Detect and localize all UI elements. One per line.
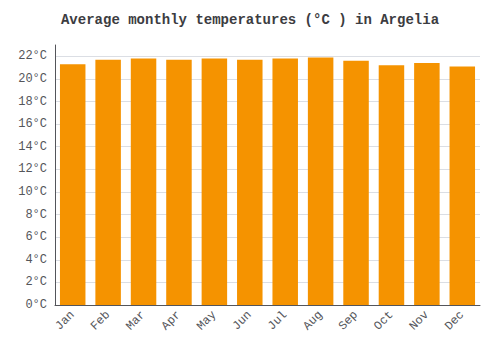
svg-text:Average monthly temperatures (: Average monthly temperatures (°C ) in Ar…	[61, 12, 440, 28]
svg-text:6°C: 6°C	[25, 230, 47, 244]
svg-text:16°C: 16°C	[18, 117, 47, 131]
svg-text:Feb: Feb	[88, 308, 113, 333]
svg-text:4°C: 4°C	[25, 253, 47, 267]
svg-text:0°C: 0°C	[25, 298, 47, 312]
svg-text:Nov: Nov	[407, 308, 432, 333]
svg-text:20°C: 20°C	[18, 72, 47, 86]
svg-text:Dec: Dec	[442, 308, 467, 333]
svg-text:2°C: 2°C	[25, 275, 47, 289]
svg-text:Oct: Oct	[371, 308, 396, 333]
svg-text:Apr: Apr	[159, 308, 184, 333]
svg-text:Sep: Sep	[336, 308, 361, 333]
svg-text:22°C: 22°C	[18, 49, 47, 63]
svg-text:18°C: 18°C	[18, 95, 47, 109]
svg-text:8°C: 8°C	[25, 208, 47, 222]
svg-text:12°C: 12°C	[18, 162, 47, 176]
svg-text:Jul: Jul	[265, 308, 290, 333]
svg-text:Jan: Jan	[53, 308, 78, 333]
svg-text:10°C: 10°C	[18, 185, 47, 199]
svg-text:May: May	[194, 308, 219, 333]
svg-text:14°C: 14°C	[18, 140, 47, 154]
svg-text:Aug: Aug	[300, 308, 325, 333]
svg-text:Jun: Jun	[230, 308, 255, 333]
svg-text:Mar: Mar	[123, 308, 148, 333]
